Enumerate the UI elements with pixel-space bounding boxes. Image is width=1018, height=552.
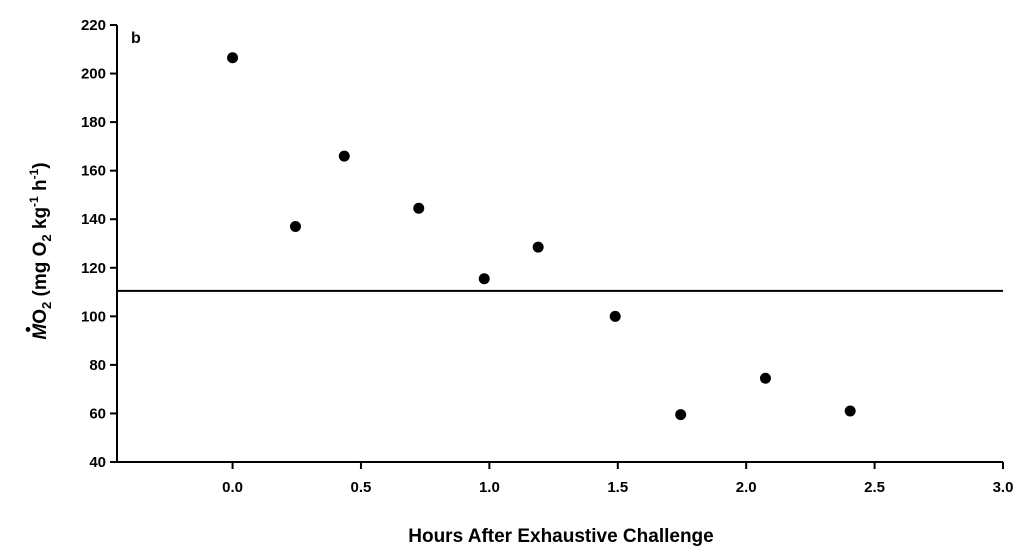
overdot-mark xyxy=(25,327,31,332)
data-point xyxy=(338,150,350,162)
x-tick-label: 0.0 xyxy=(222,479,243,496)
y-tick-label: 40 xyxy=(89,454,106,471)
panel-label: b xyxy=(131,30,141,47)
y-tick-label: 200 xyxy=(81,66,106,83)
y-tick-label: 60 xyxy=(89,405,106,422)
x-tick-label: 1.5 xyxy=(607,479,628,496)
y-title-sub2: 2 xyxy=(39,302,54,309)
y-title-unit-kg: kg xyxy=(30,207,51,234)
y-tick-label: 120 xyxy=(81,260,106,277)
y-title-symbol: M xyxy=(30,323,51,340)
x-tick-label: 3.0 xyxy=(993,479,1014,496)
x-tick-label: 1.0 xyxy=(479,479,500,496)
data-point xyxy=(413,202,425,214)
y-tick-label: 140 xyxy=(81,211,106,228)
data-point xyxy=(609,310,621,322)
y-title-sup-kg: -1 xyxy=(27,196,41,207)
y-axis-title: MO2 (mg O2 kg-1 h-1) xyxy=(27,162,54,339)
data-point xyxy=(844,405,856,417)
data-point xyxy=(532,241,544,253)
x-tick-label: 2.0 xyxy=(736,479,757,496)
y-title-unit-h: h xyxy=(30,179,51,196)
x-axis-title: Hours After Exhaustive Challenge xyxy=(408,526,713,547)
data-point xyxy=(675,409,687,421)
y-ticks: 40 60 80 100 120 140 160 180 200 220 xyxy=(81,17,117,471)
y-title-o: O xyxy=(30,309,51,324)
data-points xyxy=(227,52,856,421)
x-ticks: 0.0 0.5 1.0 1.5 2.0 2.5 3.0 xyxy=(222,462,1013,496)
y-tick-label: 180 xyxy=(81,114,106,131)
y-title-unit-sub2: 2 xyxy=(39,234,54,241)
data-point xyxy=(478,273,490,285)
y-tick-label: 80 xyxy=(89,357,106,374)
data-point xyxy=(289,221,301,233)
x-tick-label: 0.5 xyxy=(351,479,372,496)
y-tick-label: 160 xyxy=(81,163,106,180)
data-point xyxy=(759,372,771,384)
data-point xyxy=(227,52,239,64)
axes xyxy=(116,25,1003,463)
y-tick-label: 100 xyxy=(81,308,106,325)
y-title-unit-open: (mg O xyxy=(30,242,51,302)
y-title-unit-close: ) xyxy=(30,162,51,168)
y-tick-label: 220 xyxy=(81,17,106,34)
y-axis-title-text: MO2 (mg O2 kg-1 h-1) xyxy=(27,162,54,339)
x-tick-label: 2.5 xyxy=(864,479,885,496)
y-title-sup-h: -1 xyxy=(27,168,41,179)
